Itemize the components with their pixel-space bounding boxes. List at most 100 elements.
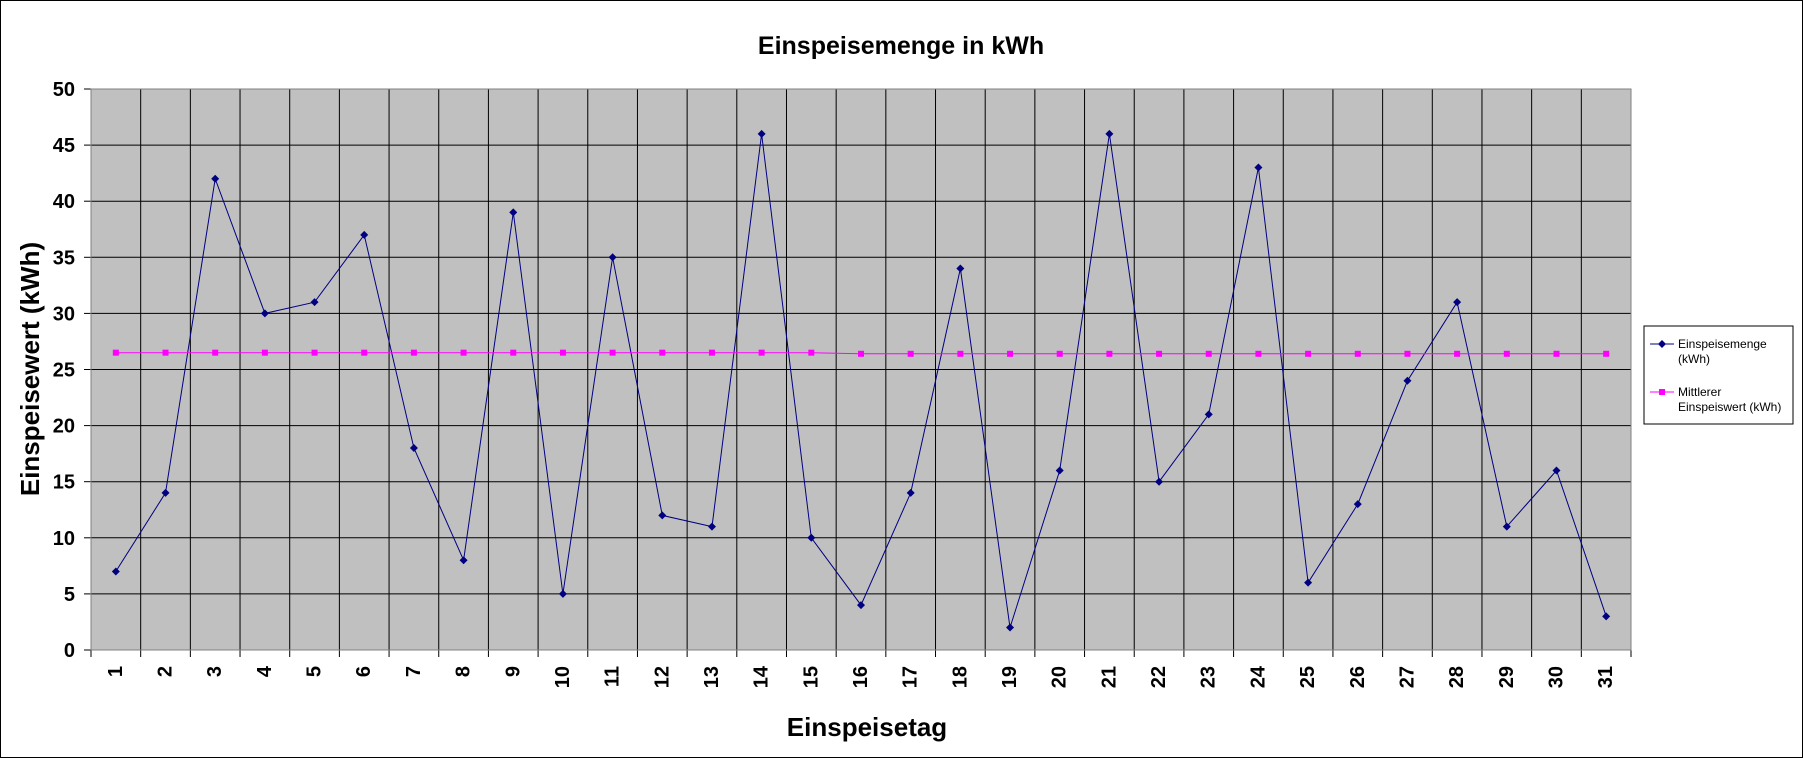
y-tick-label: 40 [53,191,75,213]
data-point-einspeisemenge [1353,500,1362,509]
data-point-mittlerer-einspeiswert [708,349,715,356]
data-point-einspeisemenge [1403,376,1412,385]
data-point-einspeisemenge [1055,466,1064,475]
data-point-mittlerer-einspeiswert [1354,350,1361,357]
data-point-einspeisemenge [1502,522,1511,531]
data-point-einspeisemenge [409,444,418,453]
data-point-mittlerer-einspeiswert [162,349,169,356]
data-point-mittlerer-einspeiswert [261,349,268,356]
y-tick-label: 35 [53,247,75,269]
x-tick-label: 25 [1297,666,1319,688]
data-point-mittlerer-einspeiswert [858,350,864,357]
data-point-mittlerer-einspeiswert [808,349,815,356]
data-point-mittlerer-einspeiswert [460,349,467,356]
legend-marker [1658,340,1666,348]
data-point-einspeisemenge [211,174,220,183]
data-point-einspeisemenge [807,533,816,542]
x-tick-label: 11 [602,666,624,687]
data-point-einspeisemenge [310,298,319,307]
data-point-einspeisemenge [707,522,716,531]
x-tick-label: 31 [1595,666,1617,688]
data-point-mittlerer-einspeiswert [659,349,666,356]
x-tick-label: 8 [453,666,475,677]
x-tick-label: 2 [155,666,177,677]
data-point-mittlerer-einspeiswert [1454,350,1461,357]
data-point-einspeisemenge [956,264,965,273]
data-point-mittlerer-einspeiswert [1255,350,1262,357]
data-point-mittlerer-einspeiswert [361,349,368,356]
data-point-mittlerer-einspeiswert [1106,350,1113,357]
data-point-einspeisemenge [906,488,915,497]
data-point-einspeisemenge [757,129,766,138]
data-point-mittlerer-einspeiswert [1503,350,1510,357]
data-point-einspeisemenge [1105,129,1114,138]
x-tick-label: 1 [105,666,127,677]
x-tick-label: 3 [204,666,226,677]
y-tick-label: 30 [53,303,75,325]
legend-label: (kWh) [1678,352,1710,366]
legend-label: Einspeisemenge [1678,337,1767,351]
data-point-mittlerer-einspeiswert [609,349,616,356]
x-tick-label: 15 [800,666,822,688]
data-point-mittlerer-einspeiswert [1603,350,1610,357]
data-point-mittlerer-einspeiswert [510,349,517,356]
data-point-einspeisemenge [360,230,369,239]
x-tick-label: 7 [403,666,425,677]
data-point-einspeisemenge [1552,466,1561,475]
data-point-einspeisemenge [658,511,667,520]
x-tick-label: 17 [900,666,922,688]
x-tick-label: 10 [552,666,574,688]
data-point-einspeisemenge [111,567,120,576]
data-point-einspeisemenge [260,309,269,318]
data-point-einspeisemenge [608,253,617,262]
data-point-mittlerer-einspeiswert [311,349,318,356]
data-point-einspeisemenge [1006,623,1015,632]
data-point-mittlerer-einspeiswert [112,349,119,356]
data-point-mittlerer-einspeiswert [907,350,914,357]
x-tick-label: 18 [949,666,971,688]
x-tick-label: 19 [999,666,1021,688]
y-tick-label: 45 [53,135,75,157]
data-point-mittlerer-einspeiswert [1404,350,1411,357]
x-tick-label: 4 [254,665,276,677]
legend-label: Einspeiswert (kWh) [1678,400,1781,414]
data-point-einspeisemenge [459,556,468,565]
data-point-mittlerer-einspeiswert [1007,350,1014,357]
data-point-mittlerer-einspeiswert [1553,350,1560,357]
x-tick-label: 16 [850,666,872,688]
plot-border [90,88,1632,651]
x-tick-label: 5 [304,666,326,677]
data-point-einspeisemenge [1453,298,1462,307]
data-point-mittlerer-einspeiswert [1305,350,1312,357]
data-point-mittlerer-einspeiswert [957,350,964,357]
x-tick-label: 21 [1098,666,1120,688]
x-tick-label: 28 [1446,666,1468,688]
x-tick-label: 27 [1396,666,1418,688]
chart-title: Einspeisemenge in kWh [758,32,1044,60]
data-point-mittlerer-einspeiswert [1205,350,1212,357]
y-tick-label: 20 [53,416,75,438]
y-tick-label: 5 [64,584,75,606]
x-tick-label: 23 [1198,666,1220,688]
data-point-einspeisemenge [1602,612,1611,621]
x-tick-label: 14 [751,665,773,688]
data-point-mittlerer-einspeiswert [1056,350,1063,357]
x-tick-label: 12 [651,666,673,688]
y-tick-label: 10 [53,528,75,550]
data-point-einspeisemenge [161,488,170,497]
y-tick-label: 50 [53,79,75,101]
x-axis-label: Einspeisetag [787,712,947,742]
data-point-mittlerer-einspeiswert [758,349,765,356]
data-point-einspeisemenge [1155,477,1164,486]
x-tick-label: 20 [1049,666,1071,688]
y-tick-label: 15 [53,472,75,494]
x-tick-label: 9 [502,666,524,677]
data-point-mittlerer-einspeiswert [1156,350,1163,357]
x-tick-label: 22 [1148,666,1170,688]
data-point-mittlerer-einspeiswert [559,349,566,356]
y-tick-label: 0 [64,640,75,662]
y-tick-label: 25 [53,360,75,382]
x-tick-label: 24 [1247,665,1269,688]
